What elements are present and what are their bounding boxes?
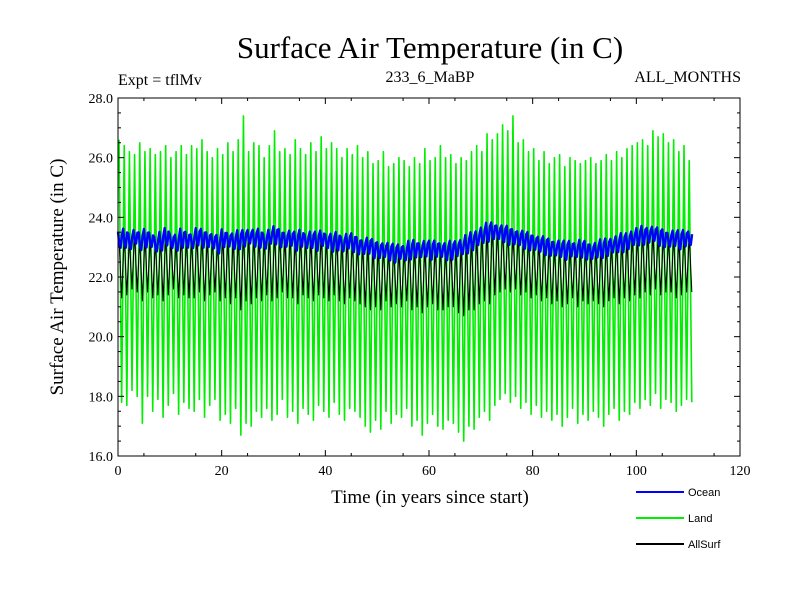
x-tick-label: 80: [526, 464, 540, 479]
axes-layer: 0 20 40 60 80 100 120 16.0 18.0 20.0 22.0 24.0 26.0 2…: [89, 92, 751, 479]
y-tick-label: 26.0: [89, 152, 114, 167]
age-label: 233_6_MaBP: [386, 69, 475, 86]
legend: Ocean Land AllSurf: [636, 487, 721, 551]
x-tick-label: 20: [215, 464, 229, 479]
series-layer: [116, 115, 694, 442]
y-tick-label: 28.0: [89, 92, 114, 107]
x-axis-label: Time (in years since start): [331, 487, 529, 508]
x-tick-label: 40: [318, 464, 332, 479]
experiment-label: Expt = tflMv: [118, 72, 202, 89]
y-tick-label: 24.0: [89, 211, 114, 226]
x-tick-label: 0: [115, 464, 122, 479]
chart-title: Surface Air Temperature (in C): [237, 30, 623, 65]
y-tick-label: 22.0: [89, 271, 114, 286]
y-tick-label: 18.0: [89, 390, 114, 405]
legend-label-land: Land: [688, 513, 712, 525]
months-label: ALL_MONTHS: [634, 69, 741, 86]
legend-label-ocean: Ocean: [688, 487, 720, 499]
legend-label-allsurf: AllSurf: [688, 539, 721, 551]
x-tick-label: 60: [422, 464, 436, 479]
y-tick-label: 16.0: [89, 450, 114, 465]
x-tick-label: 100: [626, 464, 647, 479]
series-line-ocean: [116, 221, 694, 264]
y-axis-label: Surface Air Temperature (in C): [47, 159, 68, 396]
x-tick-label: 120: [730, 464, 751, 479]
y-tick-label: 20.0: [89, 331, 114, 346]
